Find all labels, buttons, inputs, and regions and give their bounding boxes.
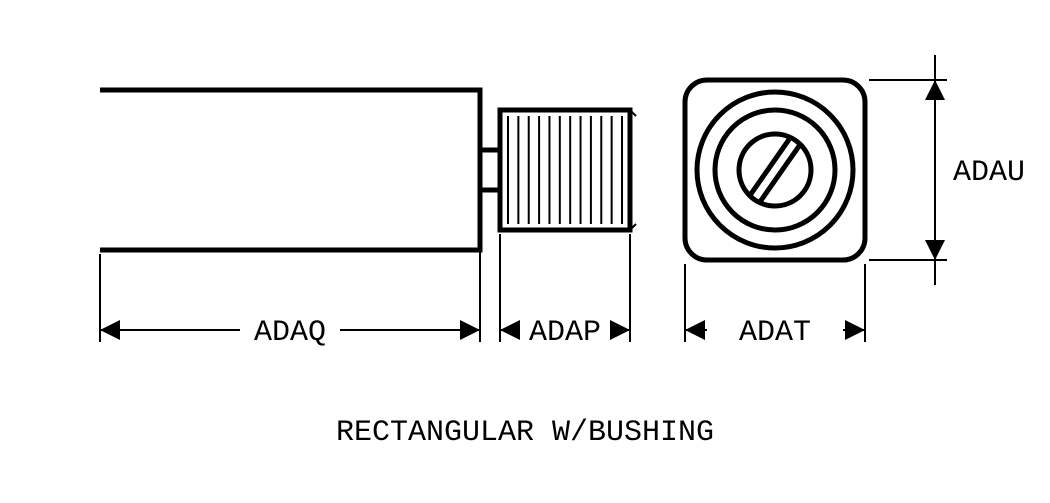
dim-label-adaq: ADAQ <box>254 316 326 350</box>
dim-label-adap: ADAP <box>529 316 601 350</box>
caption: RECTANGULAR W/BUSHING <box>336 416 714 450</box>
dim-label-adat: ADAT <box>739 316 811 350</box>
dim-label-adau: ADAU <box>953 156 1025 190</box>
body-side-view <box>100 90 480 250</box>
end-view <box>685 80 865 260</box>
bushing-side-view <box>480 110 636 230</box>
